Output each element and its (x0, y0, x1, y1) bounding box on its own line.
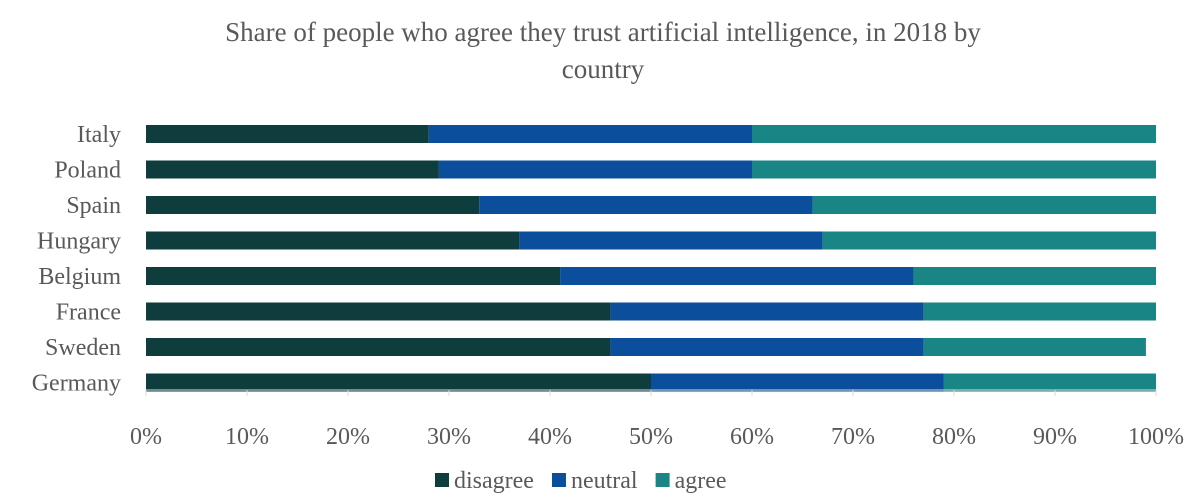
category-label-spain: Spain (66, 193, 121, 219)
x-tick-label: 70% (831, 424, 875, 450)
bar-agree-germany (943, 373, 1156, 392)
bar-agree-belgium (913, 267, 1156, 285)
legend-swatch-agree (655, 473, 670, 487)
legend: disagree neutral agree (435, 468, 727, 494)
category-label-belgium: Belgium (38, 264, 121, 290)
bars-group (146, 125, 1156, 392)
bar-disagree-belgium (146, 267, 561, 285)
category-label-poland: Poland (54, 158, 121, 184)
bar-agree-poland (752, 160, 1156, 179)
bar-disagree-france (146, 302, 611, 321)
category-labels: Italy Poland Spain Hungary Belgium France Swed… (32, 122, 122, 397)
bar-neutral-spain (479, 196, 813, 214)
x-tick-label: 80% (932, 424, 976, 450)
bar-neutral-france (610, 302, 924, 321)
bar-disagree-poland (146, 160, 439, 179)
category-label-france: France (56, 300, 121, 326)
x-tick-label: 10% (225, 424, 269, 450)
bar-neutral-hungary (519, 231, 823, 250)
x-tick-label: 40% (528, 424, 572, 450)
bar-agree-hungary (822, 231, 1156, 250)
category-label-italy: Italy (77, 122, 121, 148)
bar-neutral-poland (438, 160, 752, 179)
legend-label-disagree: disagree (454, 468, 534, 494)
x-tick-label: 30% (427, 424, 471, 450)
x-tick-label: 100% (1128, 424, 1184, 450)
bar-disagree-italy (146, 125, 429, 143)
bar-neutral-germany (651, 373, 944, 392)
bar-neutral-sweden (610, 338, 924, 356)
chart-title-line-1: Share of people who agree they trust art… (225, 17, 981, 47)
category-label-germany: Germany (32, 371, 121, 397)
legend-label-agree: agree (675, 468, 727, 494)
category-label-hungary: Hungary (37, 229, 121, 255)
bar-disagree-germany (146, 373, 651, 392)
x-tick-label: 60% (730, 424, 774, 450)
legend-label-neutral: neutral (571, 468, 638, 494)
x-tick-label: 90% (1033, 424, 1077, 450)
bar-agree-france (923, 302, 1156, 321)
bar-disagree-sweden (146, 338, 611, 356)
bar-agree-sweden (923, 338, 1146, 356)
bar-disagree-hungary (146, 231, 520, 250)
x-tick-label: 20% (326, 424, 370, 450)
legend-swatch-neutral (551, 473, 566, 487)
x-tick-label: 0% (130, 424, 162, 450)
x-axis: 0% 10% 20% 30% 40% 50% 60% 70% 80% 90% 100% (130, 389, 1184, 450)
bar-disagree-spain (146, 196, 480, 214)
chart-title-line-2: country (562, 54, 645, 84)
bar-neutral-belgium (560, 267, 914, 285)
x-tick-label: 50% (629, 424, 673, 450)
bar-neutral-italy (428, 125, 752, 143)
bar-agree-italy (752, 125, 1156, 143)
category-label-sweden: Sweden (45, 335, 121, 361)
legend-swatch-disagree (435, 473, 449, 487)
bar-agree-spain (812, 196, 1156, 214)
